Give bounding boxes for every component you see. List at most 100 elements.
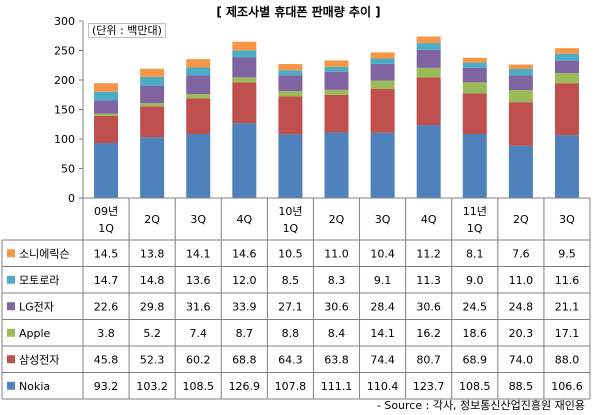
x-tick-label: 1Q xyxy=(98,222,114,235)
data-label: 5.2 xyxy=(143,327,161,340)
bar-segment xyxy=(140,68,165,77)
data-label: 11.3 xyxy=(416,274,441,287)
x-tick-label: 4Q xyxy=(236,213,252,226)
bar-segment xyxy=(232,57,257,78)
data-label: 88.0 xyxy=(555,353,580,366)
data-label: 33.9 xyxy=(232,300,257,313)
bar-segment xyxy=(370,80,395,89)
bar-segment xyxy=(370,88,395,133)
data-label: 13.8 xyxy=(140,247,165,260)
data-label: 126.9 xyxy=(229,380,261,393)
bar-segment xyxy=(278,134,303,198)
data-label: 7.4 xyxy=(189,327,207,340)
legend-key xyxy=(7,328,15,337)
bar-segment xyxy=(278,64,303,71)
data-label: 12.0 xyxy=(232,274,257,287)
source-note: - Source : 각사, 정보통신산업진흥원 재인용 xyxy=(376,399,585,412)
bar-segment xyxy=(186,75,211,95)
x-tick-label: 2Q xyxy=(144,213,160,226)
bar-segment xyxy=(232,77,257,83)
data-label: 14.8 xyxy=(140,274,165,287)
data-label: 30.6 xyxy=(324,300,349,313)
data-label: 28.4 xyxy=(370,300,395,313)
bar-segment xyxy=(462,133,487,198)
data-label: 14.6 xyxy=(232,247,257,260)
bar-segment xyxy=(186,133,211,198)
bar-segment xyxy=(554,53,579,61)
data-label: 14.5 xyxy=(94,247,119,260)
data-label: 10.5 xyxy=(278,247,303,260)
data-label: 11.0 xyxy=(509,274,534,287)
bar-segment xyxy=(232,123,257,198)
bar-segment xyxy=(324,94,349,133)
legend-label: LG전자 xyxy=(19,300,54,313)
data-label: 9.1 xyxy=(374,274,392,287)
bar-segment xyxy=(94,83,119,92)
bar-segment xyxy=(416,125,441,198)
bar-segment xyxy=(370,58,395,64)
y-tick-label: 150 xyxy=(54,104,75,117)
legend-label: Apple xyxy=(19,327,51,340)
data-label: 29.8 xyxy=(140,300,165,313)
data-label: 14.1 xyxy=(186,247,211,260)
bar-segment xyxy=(416,36,441,44)
data-label: 13.6 xyxy=(186,274,211,287)
bar-segment xyxy=(94,143,119,198)
data-label: 21.1 xyxy=(555,300,580,313)
data-label: 103.2 xyxy=(136,380,168,393)
x-tick-label: 3Q xyxy=(190,213,206,226)
bar-segment xyxy=(324,71,349,90)
data-label: 7.6 xyxy=(512,247,530,260)
legend-key xyxy=(7,275,15,284)
data-label: 8.8 xyxy=(282,327,300,340)
x-tick-label: 09년 xyxy=(94,205,118,218)
data-label: 111.1 xyxy=(321,380,353,393)
bar-segment xyxy=(94,91,119,101)
bar-segment xyxy=(140,85,165,104)
data-label: 110.4 xyxy=(367,380,399,393)
bar-segment xyxy=(416,77,441,126)
data-label: 8.3 xyxy=(328,274,346,287)
data-label: 45.8 xyxy=(94,353,119,366)
data-label: 80.7 xyxy=(416,353,441,366)
bar-segment xyxy=(186,67,211,76)
legend-key xyxy=(7,302,15,311)
bar-segment xyxy=(186,59,211,68)
data-label: 107.8 xyxy=(275,380,307,393)
bar-segment xyxy=(416,67,441,78)
bar-segment xyxy=(94,115,119,144)
x-tick-label: 3Q xyxy=(375,213,391,226)
data-label: 52.3 xyxy=(140,353,165,366)
data-label: 60.2 xyxy=(186,353,211,366)
data-label: 11.0 xyxy=(324,247,349,260)
legend-key xyxy=(7,381,15,390)
bar-segment xyxy=(508,69,533,76)
bar-segment xyxy=(462,93,487,134)
legend-key xyxy=(7,355,15,364)
data-label: 10.4 xyxy=(370,247,395,260)
data-label: 18.6 xyxy=(463,327,488,340)
bar-segment xyxy=(140,106,165,138)
data-label: 20.3 xyxy=(509,327,534,340)
y-tick-label: 200 xyxy=(54,74,75,87)
legend-label: 삼성전자 xyxy=(19,353,59,366)
data-label: 14.1 xyxy=(370,327,395,340)
legend-label: Nokia xyxy=(19,380,50,393)
bar-segment xyxy=(232,82,257,124)
bar-segment xyxy=(554,60,579,74)
data-label: 93.2 xyxy=(94,380,119,393)
data-label: 11.6 xyxy=(555,274,580,287)
x-tick-label: 2Q xyxy=(513,213,529,226)
bar-segment xyxy=(462,67,487,83)
bar-segment xyxy=(554,73,579,84)
data-label: 27.1 xyxy=(278,300,303,313)
y-tick-label: 50 xyxy=(61,163,75,176)
bar-segment xyxy=(554,48,579,54)
data-label: 108.5 xyxy=(182,380,214,393)
data-label: 106.6 xyxy=(551,380,583,393)
bar-segment xyxy=(324,66,349,72)
bar-segment xyxy=(278,75,303,92)
bar-segment xyxy=(508,75,533,91)
data-label: 63.8 xyxy=(324,353,349,366)
